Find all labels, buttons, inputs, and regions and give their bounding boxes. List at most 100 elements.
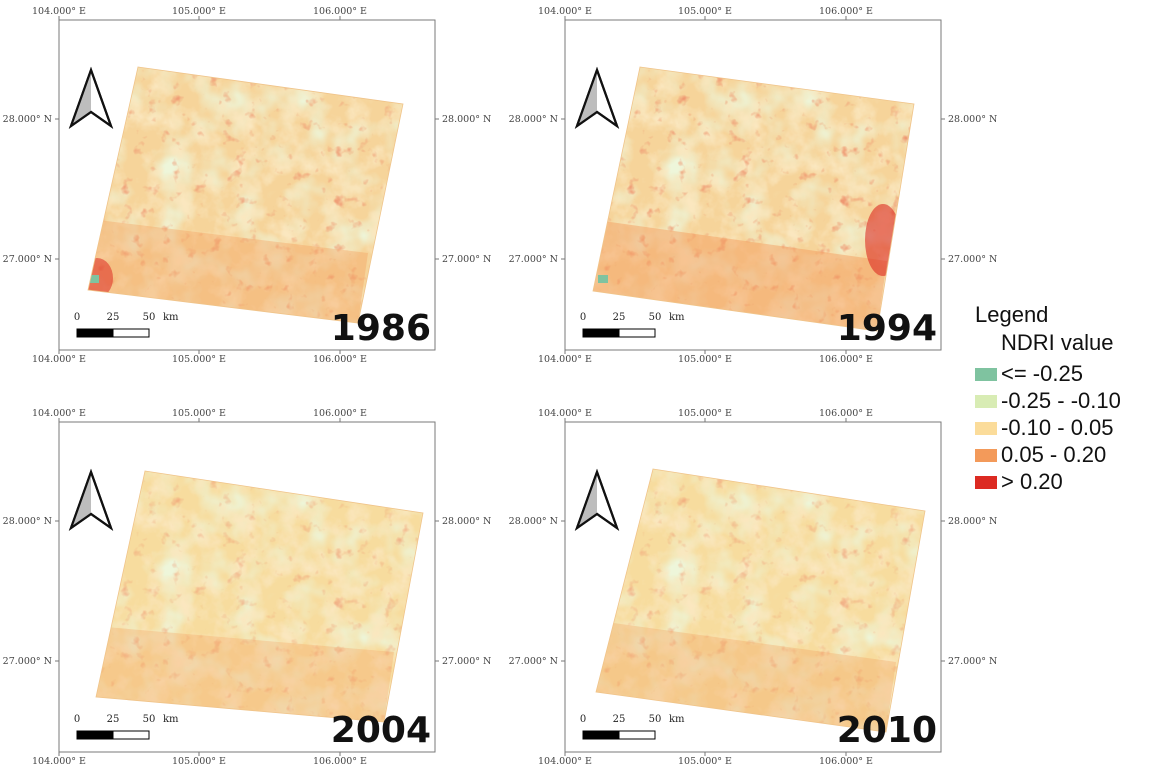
x-tick-label: 106.000° E <box>313 756 367 767</box>
map-panel-2010: 104.000° E 104.000° E 105.000° E 105.000° E… <box>509 408 998 767</box>
map-panel-1986: 104.000° E 104.000° E 105.000° E 105.000° E… <box>3 6 492 365</box>
raster-orange-texture <box>596 469 925 732</box>
raster-orange-texture <box>88 67 403 323</box>
y-tick-label: 27.000° N <box>509 656 558 667</box>
map-frame <box>564 421 942 753</box>
legend-swatch <box>975 476 997 489</box>
x-tick-label: 105.000° E <box>172 354 226 365</box>
year-label: 1994 <box>837 308 937 349</box>
raster-outline <box>95 470 424 723</box>
scale-label: 0 <box>580 714 586 725</box>
scale-bar: 0 25 50 km <box>580 312 685 338</box>
y-tick-label: 28.000° N <box>509 114 558 125</box>
scale-label: 0 <box>580 312 586 323</box>
north-arrow-icon <box>574 468 620 531</box>
y-tick-label: 27.000° N <box>948 656 997 667</box>
north-arrow-icon <box>574 66 620 129</box>
y-tick-label: 28.000° N <box>509 516 558 527</box>
north-arrow-icon <box>68 66 114 129</box>
raster-low-patch <box>89 275 99 283</box>
x-tick-label: 104.000° E <box>32 354 86 365</box>
y-tick-label: 28.000° N <box>442 516 491 527</box>
x-tick-label: 105.000° E <box>678 354 732 365</box>
y-tick-label: 28.000° N <box>442 114 491 125</box>
raster-south-band <box>596 622 896 732</box>
raster-orange-texture <box>593 67 914 331</box>
x-tick-label: 104.000° E <box>32 756 86 767</box>
scale-segment-black <box>582 328 620 338</box>
x-tick-label: 106.000° E <box>313 6 367 17</box>
y-tick-label: 28.000° N <box>948 516 997 527</box>
scale-bar: 0 25 50 km <box>74 714 179 740</box>
y-tick-label: 27.000° N <box>442 254 491 265</box>
scale-segment-black <box>76 730 114 740</box>
legend-swatch <box>975 368 997 381</box>
x-tick-label: 104.000° E <box>538 408 592 419</box>
scale-label: 0 <box>74 312 80 323</box>
legend-swatch <box>975 422 997 435</box>
scale-unit: km <box>669 312 685 323</box>
map-frame <box>564 19 942 351</box>
y-tick-label: 27.000° N <box>509 254 558 265</box>
x-tick-label: 104.000° E <box>538 756 592 767</box>
scale-bar: 0 25 50 km <box>74 312 179 338</box>
y-tick-label: 28.000° N <box>3 516 52 527</box>
scale-unit: km <box>163 714 179 725</box>
x-tick-label: 106.000° E <box>313 354 367 365</box>
scale-label: 25 <box>107 714 120 725</box>
ndri-raster <box>88 67 403 323</box>
scale-segment-black <box>76 328 114 338</box>
legend-swatch <box>975 449 997 462</box>
scale-segment-black <box>582 730 620 740</box>
legend-label: -0.25 - -0.10 <box>1001 388 1121 413</box>
map-frame <box>58 421 436 753</box>
x-tick-label: 104.000° E <box>538 6 592 17</box>
ndri-raster <box>96 471 423 722</box>
x-tick-label: 106.000° E <box>819 6 873 17</box>
scale-segment-white <box>618 730 656 740</box>
year-label: 1986 <box>331 308 431 349</box>
map-frame <box>58 19 436 351</box>
ndri-raster <box>596 469 925 732</box>
y-tick-label: 27.000° N <box>3 254 52 265</box>
north-arrow-icon <box>68 468 114 531</box>
scale-label: 50 <box>649 312 662 323</box>
scale-segment-white <box>112 730 150 740</box>
ndri-raster <box>593 67 914 331</box>
x-tick-label: 105.000° E <box>172 408 226 419</box>
x-tick-label: 106.000° E <box>819 756 873 767</box>
raster-outline <box>595 468 926 733</box>
scale-unit: km <box>163 312 179 323</box>
year-label: 2010 <box>837 710 937 751</box>
y-tick-label: 27.000° N <box>442 656 491 667</box>
year-label: 2004 <box>331 710 431 751</box>
raster-outline <box>592 66 915 332</box>
x-tick-label: 104.000° E <box>32 408 86 419</box>
scale-label: 50 <box>143 714 156 725</box>
legend-label: 0.05 - 0.20 <box>1001 442 1106 467</box>
x-tick-label: 106.000° E <box>313 408 367 419</box>
raster-south-band <box>96 627 394 722</box>
legend-label: > 0.20 <box>1001 469 1063 494</box>
scale-label: 50 <box>143 312 156 323</box>
map-legend: Legend NDRI value <= -0.25-0.25 - -0.10-0.… <box>975 302 1121 494</box>
raster-south-band <box>88 220 368 323</box>
map-panel-1994: 104.000° E 104.000° E 105.000° E 105.000° E… <box>509 6 998 365</box>
scale-segment-white <box>618 328 656 338</box>
y-tick-label: 28.000° N <box>3 114 52 125</box>
legend-title: Legend <box>975 302 1048 327</box>
legend-label: <= -0.25 <box>1001 361 1083 386</box>
x-tick-label: 104.000° E <box>32 6 86 17</box>
x-tick-label: 105.000° E <box>172 6 226 17</box>
y-tick-label: 28.000° N <box>948 114 997 125</box>
x-tick-label: 105.000° E <box>172 756 226 767</box>
x-tick-label: 106.000° E <box>819 354 873 365</box>
scale-segment-white <box>112 328 150 338</box>
x-tick-label: 105.000° E <box>678 756 732 767</box>
legend-label: -0.10 - 0.05 <box>1001 415 1114 440</box>
scale-label: 25 <box>613 312 626 323</box>
legend-swatch <box>975 395 997 408</box>
y-tick-label: 27.000° N <box>948 254 997 265</box>
scale-label: 25 <box>107 312 120 323</box>
